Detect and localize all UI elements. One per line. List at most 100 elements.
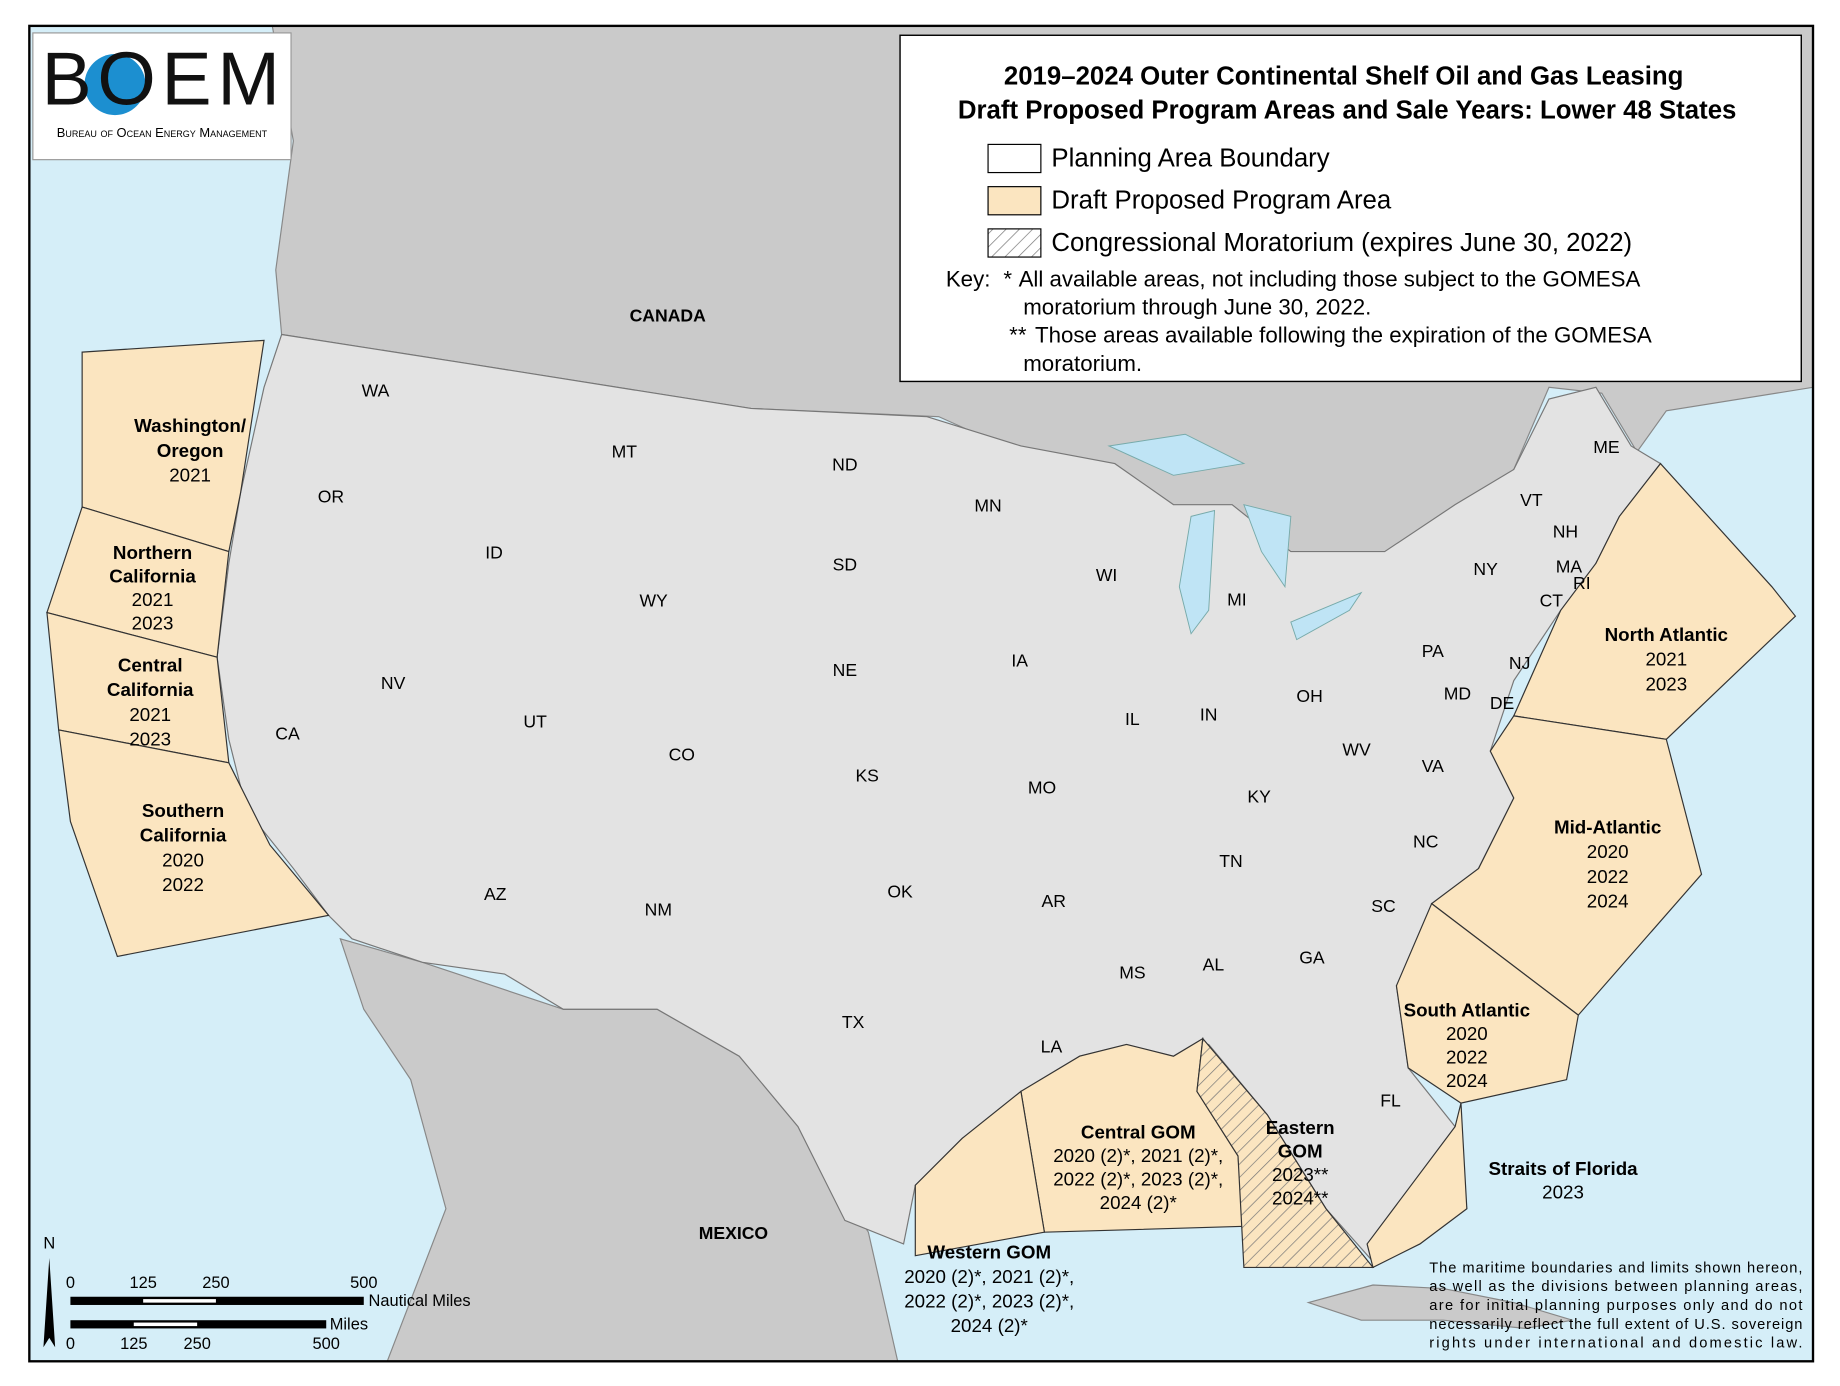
area-years: 2020 (2)*, 2021 (2)*, bbox=[1053, 1145, 1223, 1166]
area-name: Washington/ bbox=[134, 415, 247, 436]
area-years: 2021 bbox=[169, 464, 211, 485]
disclaimer-line: necessarily reflect the full extent of U… bbox=[1429, 1317, 1802, 1333]
scale-segment bbox=[70, 1296, 364, 1305]
state-label: IL bbox=[1125, 709, 1140, 729]
state-label: MT bbox=[612, 442, 638, 462]
state-label: IA bbox=[1011, 651, 1028, 671]
state-label: WA bbox=[362, 381, 390, 401]
state-label: TX bbox=[842, 1012, 865, 1032]
state-label: IN bbox=[1200, 705, 1218, 725]
logo: BOEM Bureau of Ocean Energy Management bbox=[32, 32, 292, 161]
area-name: Central GOM bbox=[1081, 1122, 1196, 1143]
disclaimer-line: as well as the divisions between plannin… bbox=[1429, 1279, 1802, 1295]
area-years: 2020 bbox=[162, 849, 204, 870]
state-labels: WA OR CA ID NV MT WY UT AZ CO NM ND SD NE KS OK TX MN IA MO… bbox=[275, 381, 1619, 1111]
state-label: MS bbox=[1119, 963, 1145, 983]
legend-swatch bbox=[987, 228, 1042, 258]
scale-bar: N 0 125 250 500 Nautical Miles 0 125 250… bbox=[43, 1234, 470, 1353]
state-label: MN bbox=[974, 496, 1001, 516]
state-label: CA bbox=[275, 723, 300, 743]
area-name: California bbox=[107, 679, 194, 700]
state-label: VA bbox=[1422, 756, 1444, 776]
state-label: PA bbox=[1422, 641, 1444, 661]
scale-tick: 0 bbox=[66, 1335, 75, 1353]
area-years: 2022 (2)*, 2023 (2)*, bbox=[1053, 1169, 1223, 1190]
legend-box bbox=[899, 34, 1802, 383]
state-label: DE bbox=[1490, 693, 1514, 713]
state-label: NV bbox=[381, 673, 406, 693]
country-label: MEXICO bbox=[699, 1223, 768, 1243]
state-label: SC bbox=[1371, 896, 1396, 916]
state-label: OK bbox=[887, 882, 913, 902]
area-years: 2020 bbox=[1587, 841, 1629, 862]
north-label: N bbox=[43, 1234, 55, 1252]
state-label: MD bbox=[1444, 683, 1471, 703]
lake-superior bbox=[1107, 433, 1246, 476]
area-name: Straits of Florida bbox=[1489, 1158, 1639, 1179]
state-label: NY bbox=[1473, 559, 1498, 579]
program-areas bbox=[46, 339, 1797, 1269]
key-note: All available areas, not including those… bbox=[1019, 266, 1641, 291]
area-years: 2024 (2)* bbox=[1100, 1192, 1178, 1213]
lake-michigan bbox=[1178, 509, 1216, 635]
scale-tick: 500 bbox=[313, 1335, 340, 1353]
area-years: 2021 bbox=[1645, 649, 1687, 670]
state-label: TN bbox=[1219, 851, 1242, 871]
state-label: ID bbox=[485, 543, 503, 563]
state-label: AR bbox=[1042, 891, 1066, 911]
legend-swatch bbox=[987, 143, 1042, 174]
state-label: KY bbox=[1247, 787, 1271, 807]
scale-tick: 250 bbox=[183, 1335, 210, 1353]
state-label: KS bbox=[855, 766, 878, 786]
state-label: WY bbox=[639, 591, 668, 611]
state-label: CT bbox=[1540, 591, 1564, 611]
state-label: NC bbox=[1413, 831, 1439, 851]
moratorium-area bbox=[1196, 1037, 1375, 1269]
program-area bbox=[1512, 462, 1797, 740]
program-area bbox=[914, 1090, 1046, 1257]
key-mark: * bbox=[1003, 266, 1012, 291]
planning-area-labels: Washington/Oregon2021NorthernCalifornia2… bbox=[107, 415, 1728, 1336]
state-label: NM bbox=[645, 899, 672, 919]
program-area bbox=[81, 339, 265, 553]
legend-item: Planning Area Boundary bbox=[1051, 144, 1329, 172]
great-lakes bbox=[1107, 433, 1363, 641]
cuba bbox=[1306, 1284, 1573, 1330]
lake-huron bbox=[1243, 503, 1292, 589]
area-years: 2021 bbox=[129, 704, 171, 725]
disclaimer: The maritime boundaries and limits shown… bbox=[1429, 1260, 1802, 1351]
key-label: Key: bbox=[946, 266, 991, 291]
scale-tick: 500 bbox=[350, 1274, 377, 1292]
state-label: MI bbox=[1227, 590, 1247, 610]
area-name: South Atlantic bbox=[1404, 1000, 1531, 1021]
state-label: GA bbox=[1299, 947, 1325, 967]
area-years: 2023** bbox=[1272, 1164, 1329, 1185]
key-mark: ** bbox=[1009, 323, 1027, 348]
area-years: 2020 (2)*, 2021 (2)*, bbox=[904, 1266, 1074, 1287]
area-years: 2024** bbox=[1272, 1187, 1329, 1208]
legend-title: 2019–2024 Outer Continental Shelf Oil an… bbox=[1004, 62, 1684, 90]
area-years: 2023 bbox=[1542, 1181, 1584, 1202]
area-name: California bbox=[109, 565, 196, 586]
scale-tick: 125 bbox=[129, 1274, 156, 1292]
disclaimer-line: The maritime boundaries and limits shown… bbox=[1429, 1260, 1802, 1276]
logo-box bbox=[32, 32, 292, 161]
area-name: GOM bbox=[1278, 1140, 1323, 1161]
area-years: 2023 bbox=[132, 612, 174, 633]
scale-segment bbox=[133, 1322, 198, 1327]
scale-tick: 125 bbox=[120, 1335, 147, 1353]
area-years: 2023 bbox=[1645, 673, 1687, 694]
state-label: OH bbox=[1296, 686, 1322, 706]
state-label: AZ bbox=[484, 884, 507, 904]
area-years: 2022 bbox=[162, 874, 204, 895]
state-label: RI bbox=[1573, 573, 1591, 593]
north-arrow bbox=[43, 1258, 56, 1348]
frame bbox=[28, 24, 1815, 1363]
state-label: NJ bbox=[1509, 653, 1531, 673]
area-name: California bbox=[140, 825, 227, 846]
state-label: VT bbox=[1520, 490, 1543, 510]
state-label: WV bbox=[1342, 740, 1371, 760]
area-years: 2024 (2)* bbox=[951, 1315, 1029, 1336]
key-note: moratorium through June 30, 2022. bbox=[1023, 295, 1371, 320]
